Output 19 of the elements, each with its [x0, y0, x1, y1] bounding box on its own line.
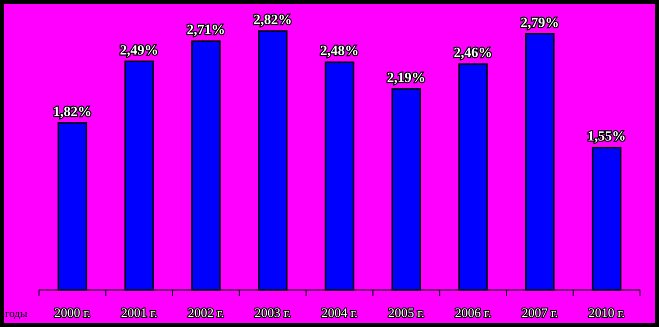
x-tick-label: 2002 г.: [188, 305, 224, 320]
data-label: 2,48%: [320, 44, 359, 60]
x-tick-label: 2004 г.: [321, 305, 358, 320]
x-tick-label: 2005 г.: [388, 305, 424, 320]
data-label: 1,55%: [587, 130, 626, 145]
x-tick-label: 2007 г.: [522, 305, 558, 320]
x-tick-label: 2006 г.: [454, 305, 492, 320]
data-label: 2,19%: [387, 70, 426, 86]
x-tick-label: 2001 г.: [120, 305, 158, 320]
data-label: 2,49%: [120, 43, 158, 58]
data-label: 2,79%: [520, 16, 560, 31]
data-label: 2,71%: [186, 23, 226, 38]
x-axis-title: годы: [5, 308, 28, 320]
data-label: 2,82%: [253, 13, 292, 28]
data-label: 2,46%: [454, 46, 492, 62]
x-tick-label: 2003 г.: [254, 305, 291, 320]
x-tick-label: 2010 г.: [588, 305, 625, 320]
data-label: 1,82%: [53, 104, 92, 120]
x-tick-label: 2000 г.: [54, 305, 91, 320]
